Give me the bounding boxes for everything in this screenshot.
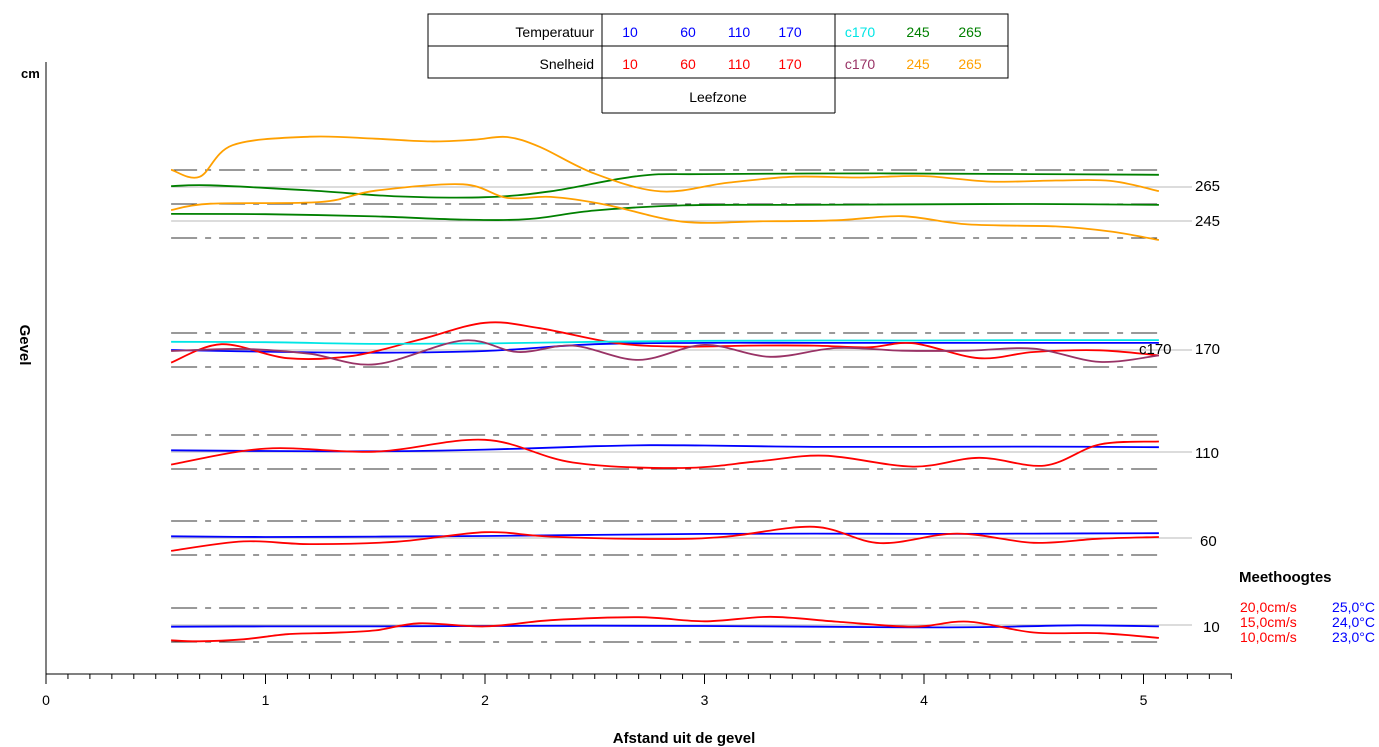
height-label: 10 [1203,619,1220,636]
series-line-245-temperature [171,203,1159,221]
scale-temperature-value: 25,0°C [1332,599,1375,615]
legend-temperature-cell: 245 [906,24,930,40]
series-line-110-speed [170,438,1159,469]
legend-temperature-cell: 60 [680,24,696,40]
x-tick-label: 0 [42,692,50,708]
legend-speed-cell: 265 [958,56,982,72]
height-label: 245 [1195,213,1220,230]
legend-zone-label: Leefzone [689,89,747,105]
legend-table: Temperatuur Snelheid Leefzone 10 60 110 170… [427,13,1009,114]
legend-speed-cell: 245 [906,56,930,72]
legend-temperature-cell: 265 [958,24,982,40]
series-line-245-speed [170,183,1160,241]
scale-legend-title: Meethoogtes [1239,569,1332,586]
scale-speed-value: 15,0cm/s [1240,614,1297,630]
legend-speed-cell: c170 [845,56,876,72]
height-labels: 265 245 c170 170 110 60 10 [1139,178,1220,636]
series-line-265-speed [170,135,1160,193]
legend-temperature-cell: 110 [728,24,751,40]
legend-speed-cell: 110 [728,56,751,72]
series-line-265-temperature [171,172,1159,199]
series-line-60-temperature [171,532,1159,538]
scale-temperature-value: 24,0°C [1332,614,1375,630]
height-label: c170 [1139,341,1172,358]
legend-row-label-speed: Snelheid [540,56,595,72]
scale-legend: Meethoogtes 20,0cm/s 25,0°C 15,0cm/s 24,0°C… [1239,569,1375,645]
height-label: 110 [1195,445,1219,462]
x-axis-ticks: 0 1 2 3 4 5 [42,674,1232,708]
legend-speed-cell: 60 [680,56,696,72]
series-line-10-speed [171,615,1159,643]
legend-temperature-cell: c170 [845,24,876,40]
scale-speed-value: 20,0cm/s [1240,599,1297,615]
scale-speed-value: 10,0cm/s [1240,629,1297,645]
x-tick-label: 2 [481,692,489,708]
scale-temperature-value: 23,0°C [1332,629,1375,645]
x-tick-label: 3 [701,692,709,708]
x-tick-label: 5 [1140,692,1148,708]
height-label: 60 [1200,533,1217,550]
y-axis-unit: cm [21,66,40,81]
reference-lines [171,169,1192,643]
legend-temperature-cell: 10 [622,24,638,40]
series-line-170-temperature [171,341,1159,354]
x-tick-label: 4 [920,692,928,708]
series-lines [170,135,1160,643]
height-label: 170 [1195,341,1220,358]
height-label: 265 [1195,178,1220,195]
series-line-60-speed [170,525,1159,552]
legend-row-label-temperature: Temperatuur [515,24,594,40]
x-axis-title: Afstand uit de gevel [613,730,756,747]
legend-temperature-cell: 170 [778,24,802,40]
y-axis-title: Gevel [16,325,33,366]
legend-speed-cell: 10 [622,56,638,72]
series-line-10-temperature [171,624,1159,629]
series-line-170-speed [170,321,1159,364]
series-line-170-c170-speed [171,339,1159,366]
series-line-170-c170-temperature [171,339,1159,345]
legend-speed-cell: 170 [778,56,802,72]
x-tick-label: 1 [262,692,270,708]
